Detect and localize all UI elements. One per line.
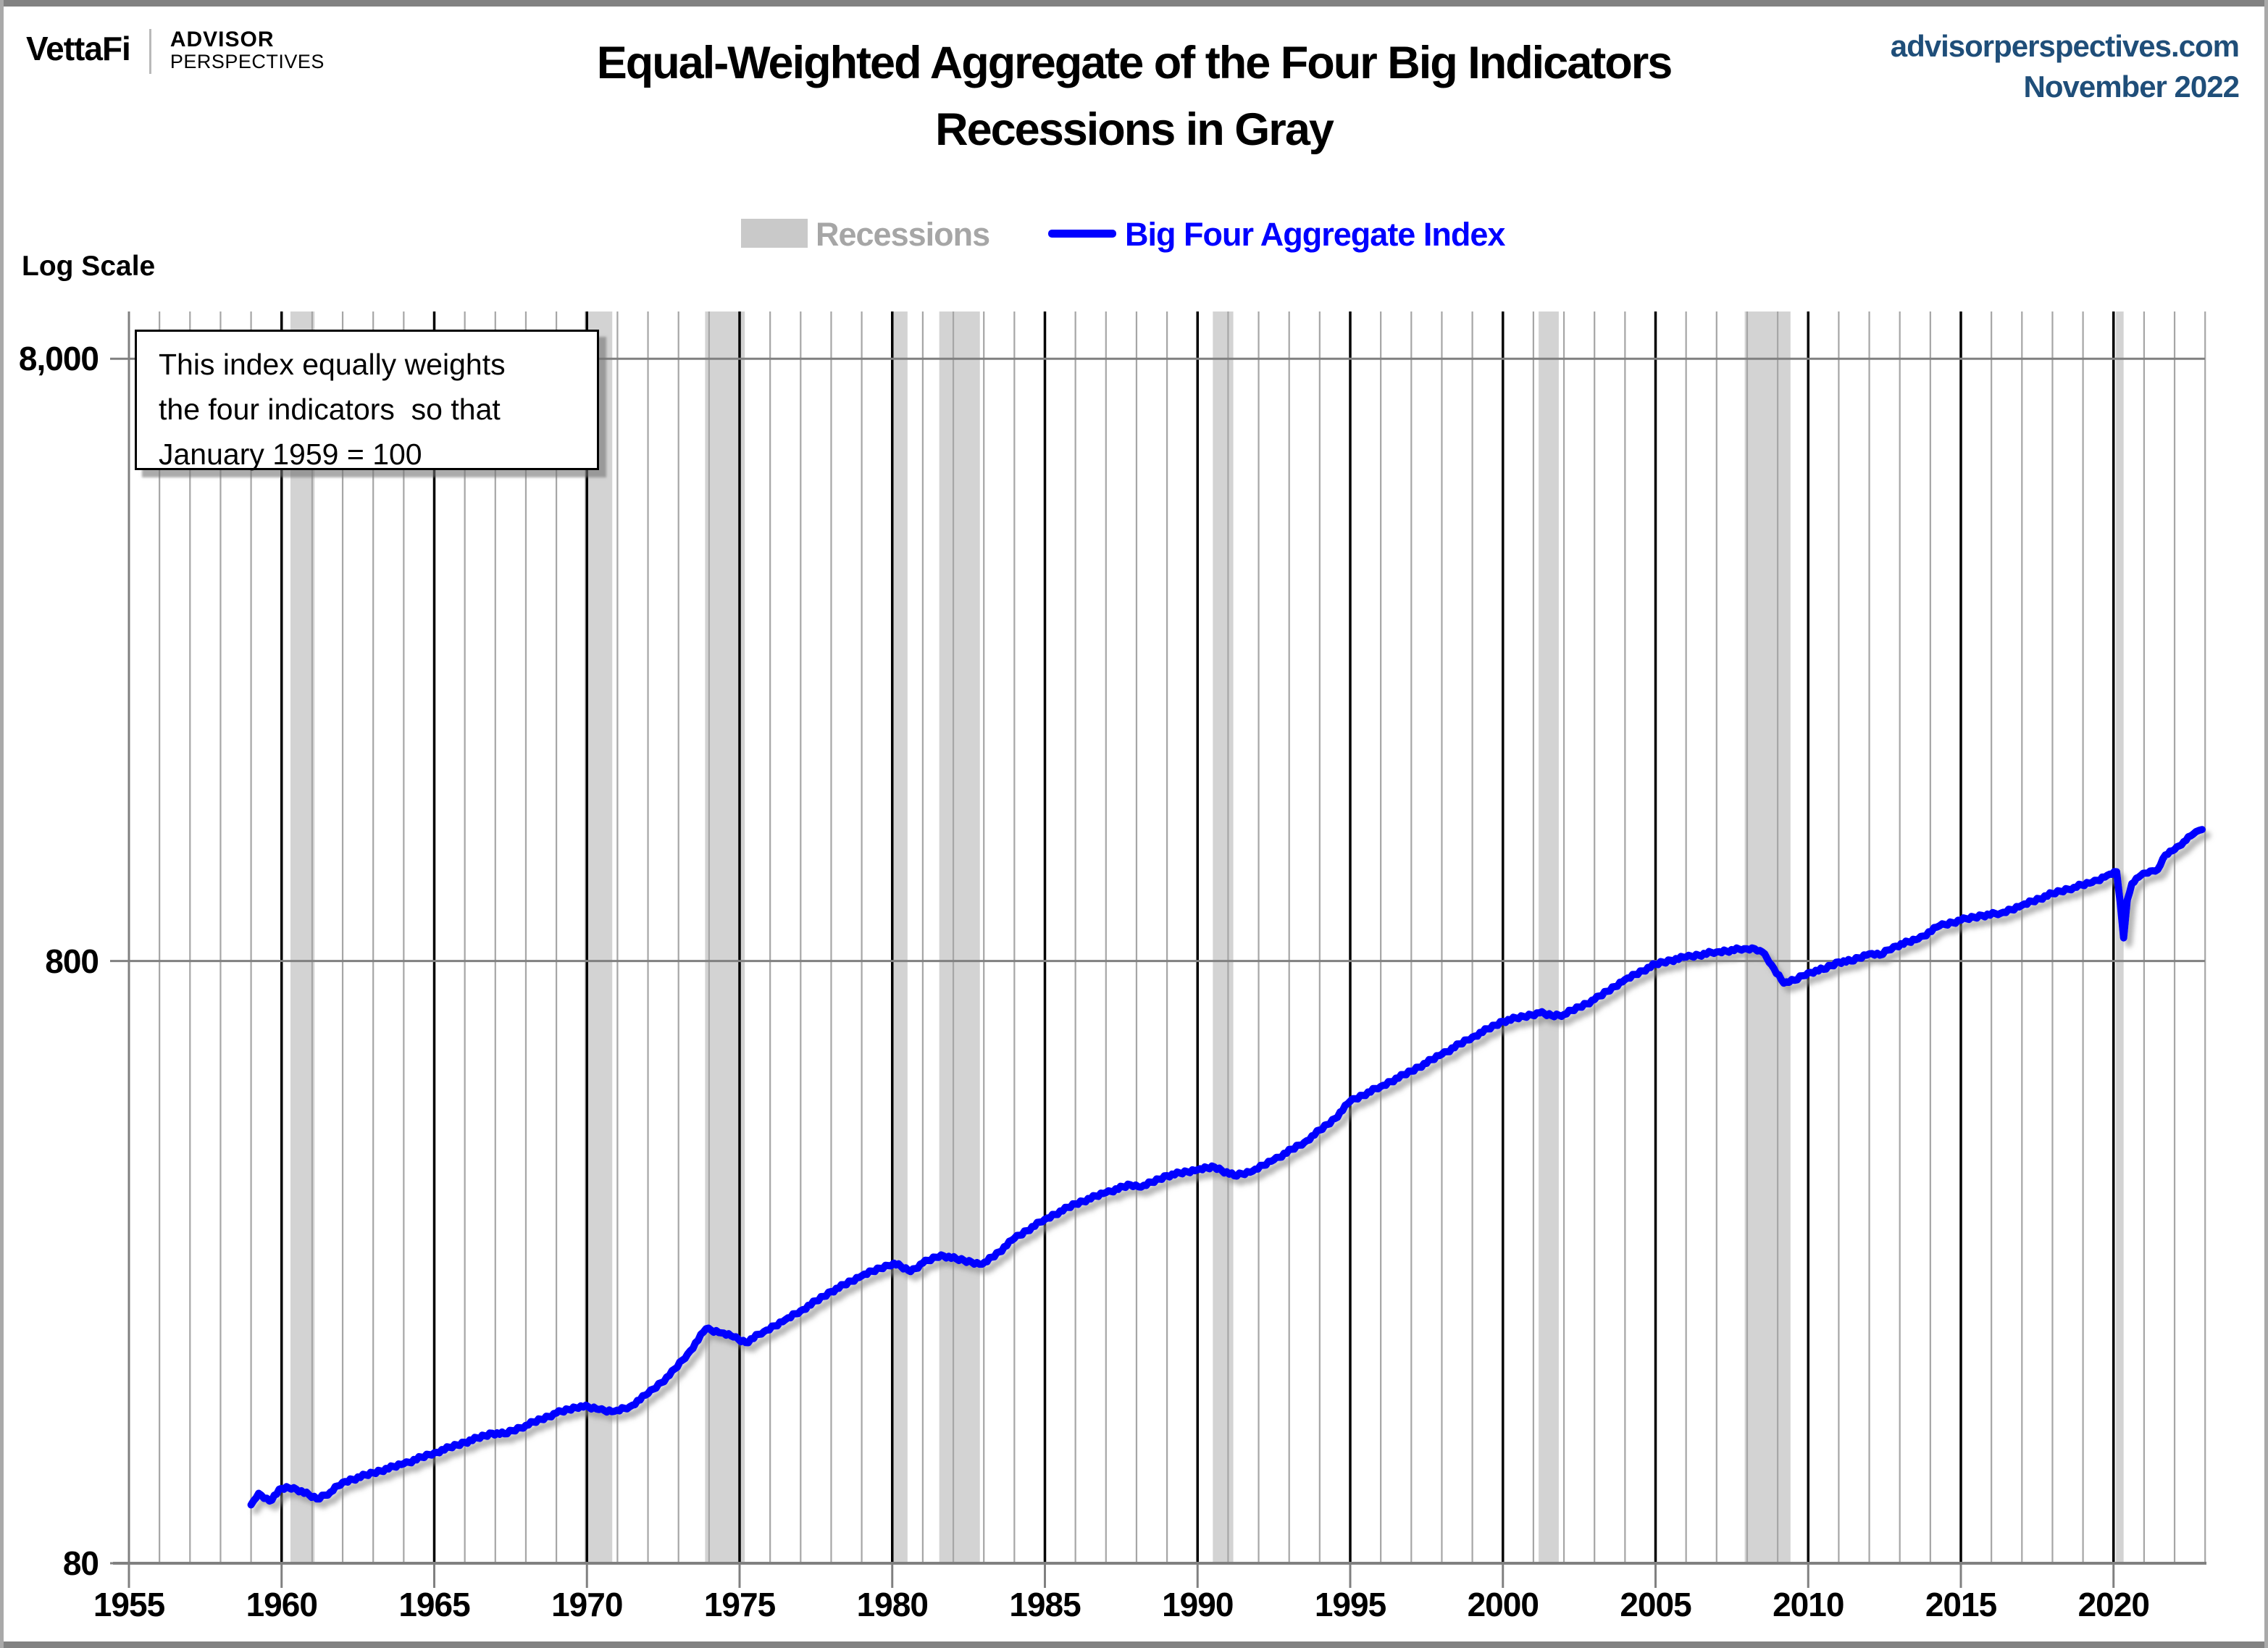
site-url: advisorperspectives.com xyxy=(1890,29,2240,63)
annotation-callout: This index equally weights the four indi… xyxy=(135,330,599,471)
x-axis-label: 1995 xyxy=(1314,1586,1386,1623)
brand-perspectives-label: PERSPECTIVES xyxy=(170,51,325,72)
legend-series-line-swatch xyxy=(1048,230,1116,238)
site-attribution-block: advisorperspectives.com November 2022 xyxy=(1890,26,2240,107)
window-frame-bottom xyxy=(0,1641,2268,1648)
x-axis-label: 2005 xyxy=(1620,1586,1691,1623)
x-axis-label: 1990 xyxy=(1162,1586,1234,1623)
brand-advisor-perspectives: ADVISOR PERSPECTIVES xyxy=(170,28,325,73)
x-axis-label: 2000 xyxy=(1467,1586,1539,1623)
x-axis-label: 1960 xyxy=(246,1586,318,1623)
brand-vettafi-label: VettaFi xyxy=(26,30,131,67)
annotation-text-line: January 1959 = 100 xyxy=(159,438,422,471)
brand-logo: VettaFi ADVISOR PERSPECTIVES xyxy=(26,29,325,74)
recession-band xyxy=(939,311,980,1562)
window-frame-top xyxy=(0,0,2268,7)
y-axis-label: 80 xyxy=(62,1544,99,1582)
y-axis-label: 800 xyxy=(45,942,99,980)
x-axis-label: 2010 xyxy=(1773,1586,1844,1623)
recession-band xyxy=(1744,311,1791,1562)
recession-band xyxy=(584,311,613,1562)
annotation-text-line: the four indicators so that xyxy=(159,393,501,426)
annotation-text-line: This index equally weights xyxy=(159,348,506,381)
x-axis-label: 1970 xyxy=(551,1586,623,1623)
recession-band xyxy=(290,311,315,1562)
legend-series-label: Big Four Aggregate Index xyxy=(1125,216,1505,253)
chart-title-block: Equal-Weighted Aggregate of the Four Big… xyxy=(0,0,2268,155)
x-axis-label: 2015 xyxy=(1925,1586,1997,1623)
recession-band xyxy=(892,311,908,1562)
recession-band xyxy=(1539,311,1559,1562)
x-axis-label: 1965 xyxy=(398,1586,470,1623)
recession-band xyxy=(2116,311,2124,1562)
recession-bands xyxy=(290,311,2124,1562)
axes xyxy=(110,311,2206,1588)
legend-recession-label: Recessions xyxy=(816,216,990,253)
chart-title: Equal-Weighted Aggregate of the Four Big… xyxy=(596,38,1673,88)
brand-divider xyxy=(148,29,151,74)
vertical-gridlines xyxy=(159,311,2206,1563)
x-axis-label: 1980 xyxy=(856,1586,929,1623)
x-axis-label: 1975 xyxy=(703,1586,776,1623)
window-frame-right xyxy=(2264,0,2268,1648)
chart-subtitle: Recessions in Gray xyxy=(935,104,1334,155)
y-axis-label: 8,000 xyxy=(18,340,99,378)
x-axis-label: 1985 xyxy=(1009,1586,1081,1623)
big-four-index-line xyxy=(247,826,2206,1509)
series-line-group xyxy=(247,826,2206,1509)
recession-band xyxy=(705,311,745,1562)
x-axis-label: 1955 xyxy=(93,1586,165,1623)
log-scale-label: Log Scale xyxy=(22,251,156,282)
x-axis-label: 2020 xyxy=(2077,1586,2150,1623)
publication-date: November 2022 xyxy=(2023,70,2240,104)
recession-band xyxy=(1213,311,1234,1562)
legend-recession-swatch xyxy=(741,219,808,248)
brand-advisor-label: ADVISOR xyxy=(170,28,275,51)
window-frame-left xyxy=(0,0,4,1648)
